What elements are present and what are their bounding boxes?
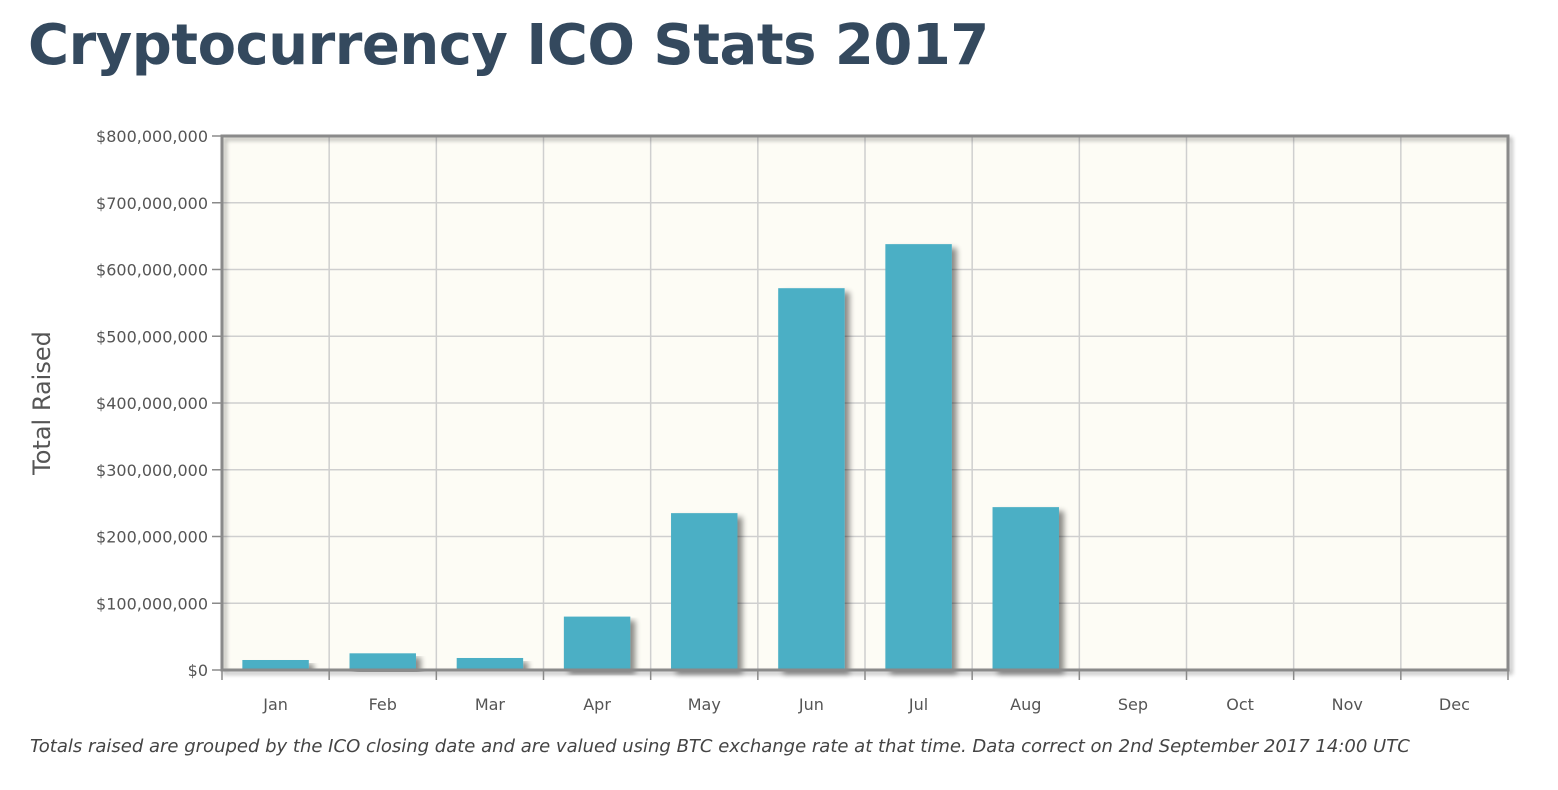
y-tick-label: $700,000,000 xyxy=(96,194,208,213)
y-tick-label: $800,000,000 xyxy=(96,127,208,146)
y-tick-label: $100,000,000 xyxy=(96,594,208,613)
y-tick-label: $300,000,000 xyxy=(96,461,208,480)
y-tick-label: $600,000,000 xyxy=(96,261,208,280)
x-tick-label: Nov xyxy=(1332,695,1363,714)
bar-jul xyxy=(885,244,951,670)
x-tick-label: May xyxy=(688,695,721,714)
x-axis-ticks: Jan Feb Mar Apr May Jun Jul Aug Sep Oct Nov Dec xyxy=(222,670,1508,714)
bar-jun xyxy=(778,288,844,670)
x-tick-label: Sep xyxy=(1118,695,1148,714)
bar-feb xyxy=(350,653,416,670)
x-tick-label: Jul xyxy=(908,695,928,714)
y-tick-label: $400,000,000 xyxy=(96,394,208,413)
x-tick-label: Aug xyxy=(1010,695,1041,714)
y-tick-label: $500,000,000 xyxy=(96,327,208,346)
y-axis-title: Total Raised xyxy=(28,331,56,476)
chart-footnote: Totals raised are grouped by the ICO clo… xyxy=(30,736,1410,757)
x-tick-label: Jun xyxy=(798,695,824,714)
bar-mar xyxy=(457,658,523,670)
x-tick-label: Feb xyxy=(369,695,397,714)
bar-may xyxy=(671,513,737,670)
x-tick-label: Oct xyxy=(1226,695,1254,714)
y-tick-label: $200,000,000 xyxy=(96,528,208,547)
x-tick-label: Apr xyxy=(583,695,611,714)
x-tick-label: Jan xyxy=(262,695,288,714)
bar-aug xyxy=(993,507,1059,670)
y-tick-label: $0 xyxy=(188,661,208,680)
bar-apr xyxy=(564,617,630,670)
bar-jan xyxy=(242,660,308,670)
ico-bar-chart: $0 $100,000,000 $200,000,000 $300,000,000 $4… xyxy=(0,0,1558,730)
y-axis-ticks: $0 $100,000,000 $200,000,000 $300,000,000 $4… xyxy=(96,127,222,680)
x-tick-label: Dec xyxy=(1439,695,1470,714)
x-tick-label: Mar xyxy=(475,695,506,714)
